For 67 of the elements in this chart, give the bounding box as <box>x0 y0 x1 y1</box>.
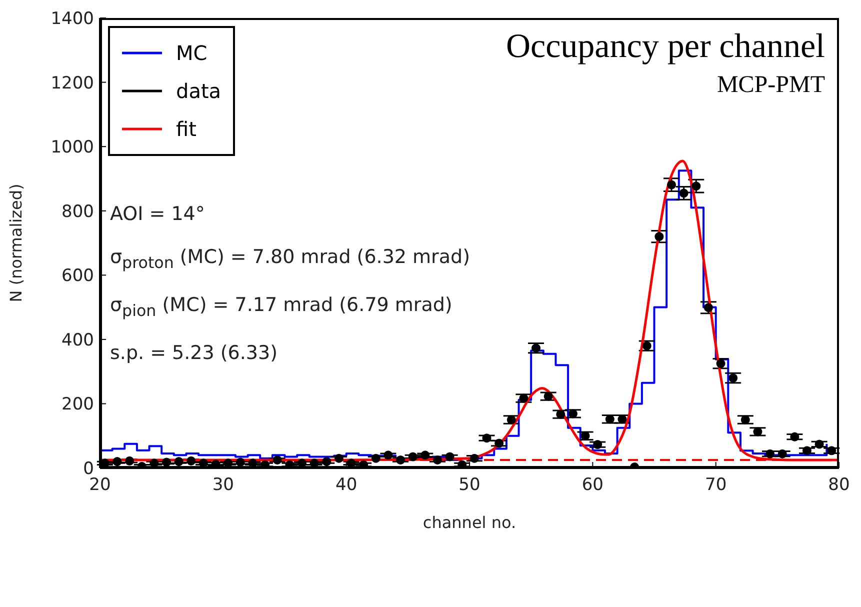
legend-label: fit <box>176 116 196 143</box>
x-axis-title: channel no. <box>422 513 516 532</box>
point <box>494 438 504 448</box>
x-tick-label: 80 <box>828 475 850 496</box>
point <box>593 440 602 450</box>
point <box>322 457 332 466</box>
text: MCP-PMT <box>716 72 825 99</box>
legend-label: MC <box>176 40 208 67</box>
point <box>692 182 701 191</box>
y-axis-title: N (normalized) <box>6 184 26 302</box>
annotation: σ$_{pion}$ (MC) = 7.17 mrad (6.79 mrad) <box>110 292 454 322</box>
point <box>740 415 750 424</box>
point <box>432 455 442 464</box>
point <box>568 409 578 418</box>
legend-label: data <box>176 78 222 105</box>
y-tick-label: 200 <box>62 394 94 415</box>
y-tick-label: 600 <box>62 266 94 286</box>
y-tick-label: 800 <box>62 202 94 222</box>
point <box>482 434 492 443</box>
annotation: σ$_{proton}$ (MC) = 7.80 mrad (6.32 mrad) <box>110 245 470 274</box>
x-tick-label: 40 <box>336 475 358 496</box>
y-tick-label: 400 <box>62 330 94 350</box>
annotation: AOI = 14° <box>110 202 206 227</box>
point <box>470 454 479 463</box>
x-tick-label: 50 <box>458 475 480 496</box>
point <box>162 458 172 467</box>
x-tick-label: 60 <box>582 475 604 496</box>
point <box>704 303 713 312</box>
point <box>186 456 196 466</box>
point <box>384 450 393 460</box>
chart-title: Occupancy per channel <box>506 28 825 66</box>
point <box>125 456 134 466</box>
point <box>396 455 406 464</box>
x-tick-label: 20 <box>89 475 111 496</box>
point <box>790 432 800 442</box>
point <box>666 180 676 190</box>
point <box>112 457 122 466</box>
point <box>654 232 664 242</box>
point <box>753 427 762 436</box>
point <box>531 344 541 353</box>
x-tick-label: 70 <box>705 475 727 496</box>
point <box>334 454 344 463</box>
point <box>716 359 726 368</box>
point <box>778 449 787 458</box>
point <box>272 455 282 464</box>
point <box>174 457 184 466</box>
point <box>642 341 652 350</box>
point <box>814 440 824 449</box>
point <box>506 415 516 424</box>
point <box>519 394 528 403</box>
y-tick-label: 1000 <box>50 138 94 158</box>
point <box>679 188 688 198</box>
x-tick-label: 30 <box>212 475 234 496</box>
annotation: s.p. = 5.23 (6.33) <box>110 340 279 366</box>
point <box>408 452 418 462</box>
point <box>544 392 553 401</box>
point <box>445 452 454 462</box>
point <box>766 449 775 458</box>
y-tick-label: 1200 <box>50 73 94 94</box>
point <box>236 458 245 467</box>
point <box>371 454 380 463</box>
point <box>802 446 812 456</box>
point <box>556 410 566 419</box>
y-tick-label: 1400 <box>50 9 94 30</box>
point <box>420 450 430 460</box>
point <box>728 373 738 383</box>
point <box>827 446 836 456</box>
